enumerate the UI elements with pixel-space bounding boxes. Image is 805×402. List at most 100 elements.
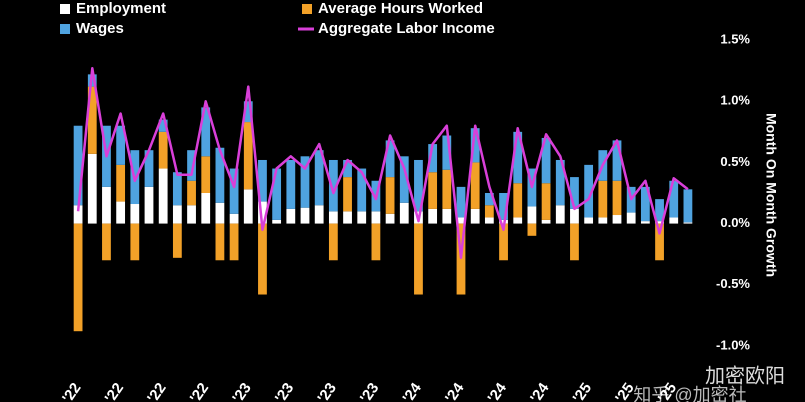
bar — [300, 156, 310, 208]
bar — [527, 223, 537, 236]
bar — [343, 211, 352, 224]
legend-label: Aggregate Labor Income — [318, 20, 495, 37]
bar — [470, 128, 480, 163]
bar — [598, 217, 608, 224]
y-tick-label: -0.5% — [716, 276, 750, 291]
bar — [144, 150, 154, 187]
bar — [385, 177, 395, 214]
bar — [73, 223, 83, 332]
bar — [314, 150, 324, 206]
bar — [385, 213, 395, 224]
bar — [584, 217, 594, 224]
bar — [243, 122, 253, 190]
bar — [102, 186, 111, 224]
bar — [570, 223, 579, 261]
bar — [541, 219, 551, 224]
bar — [541, 137, 551, 184]
y-tick-label: 0.0% — [720, 215, 750, 230]
bar — [286, 208, 296, 224]
bar — [513, 131, 523, 184]
bar — [442, 135, 452, 170]
bar — [201, 156, 211, 193]
y-tick-label: 0.5% — [720, 154, 750, 169]
bar — [655, 199, 664, 222]
watermark: 知乎 @加密社 — [633, 385, 746, 402]
bar — [272, 219, 282, 224]
bar — [144, 186, 154, 224]
bar — [626, 212, 636, 224]
legend-swatch — [60, 24, 70, 34]
bar — [272, 168, 282, 220]
bar — [499, 223, 508, 261]
bar — [187, 205, 196, 224]
bar — [229, 223, 239, 261]
bar — [116, 125, 126, 165]
bar — [570, 177, 579, 209]
bar — [683, 189, 693, 223]
bar — [640, 221, 650, 224]
bar — [172, 223, 182, 258]
bar — [258, 159, 267, 202]
y-axis-title: Month On Month Growth — [763, 113, 779, 277]
bar — [158, 119, 168, 132]
bar — [499, 193, 508, 220]
legend-swatch — [302, 4, 312, 14]
bar — [73, 125, 83, 206]
bar — [442, 208, 452, 224]
bar — [300, 207, 310, 224]
bar — [328, 223, 338, 261]
bar — [655, 223, 664, 261]
bar — [570, 208, 579, 224]
bar — [87, 153, 97, 224]
bar — [541, 183, 551, 220]
bar — [314, 205, 324, 224]
bar — [201, 107, 211, 157]
bar — [243, 189, 253, 224]
legend-swatch — [60, 4, 70, 14]
bar — [612, 140, 622, 181]
bar — [229, 213, 239, 224]
bar — [87, 86, 97, 154]
bar — [172, 172, 182, 206]
bar — [612, 215, 622, 224]
bar — [669, 217, 679, 224]
bar — [357, 211, 367, 224]
bar — [555, 205, 565, 224]
bar — [102, 223, 111, 261]
bar — [229, 168, 239, 214]
bar — [399, 202, 409, 224]
bar — [215, 202, 225, 224]
bar — [598, 180, 608, 218]
bar — [172, 205, 182, 224]
bar — [243, 101, 253, 123]
bar — [116, 164, 126, 202]
bar — [258, 223, 267, 295]
bar — [555, 159, 565, 206]
bar — [371, 211, 381, 224]
bar — [470, 162, 480, 209]
bar — [187, 180, 196, 206]
bar — [328, 211, 338, 224]
bar — [328, 159, 338, 212]
bar — [428, 144, 438, 173]
bar — [484, 217, 494, 224]
bar — [201, 193, 211, 224]
bar — [286, 159, 296, 209]
bar — [669, 180, 679, 218]
y-tick-label: 1.5% — [720, 32, 750, 47]
bar — [584, 164, 594, 218]
bar — [655, 221, 664, 224]
bar — [357, 168, 367, 212]
bar — [428, 172, 438, 209]
bar — [399, 156, 409, 203]
bar — [527, 206, 537, 224]
bar — [640, 186, 650, 222]
bar — [484, 205, 494, 218]
bar — [215, 223, 225, 261]
line — [76, 66, 689, 260]
y-tick-label: -1.0% — [716, 337, 750, 352]
bar — [385, 140, 395, 178]
bar — [456, 217, 466, 224]
